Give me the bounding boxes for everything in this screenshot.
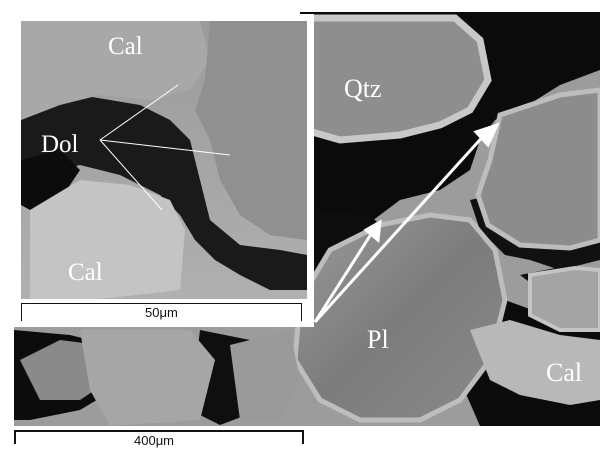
inset-scale-label: 50μm — [145, 305, 178, 320]
label-cal-main: Cal — [546, 358, 583, 387]
main-scale-tick-right — [302, 430, 304, 444]
inset-pore-band — [21, 95, 307, 290]
inset-cal-lower — [30, 180, 185, 299]
inset-scale-bar: 50μm — [21, 300, 307, 322]
main-scale-label: 400μm — [134, 433, 175, 448]
calcite-lower-right — [470, 320, 600, 405]
main-scale-tick-left — [14, 430, 16, 444]
inset-scale-tick-right — [301, 303, 302, 321]
main-scale-bar: 400μm — [14, 425, 594, 450]
label-inset-cal-top: Cal — [108, 33, 143, 60]
grain-right-upper — [475, 87, 600, 251]
inset-scale-line — [21, 303, 301, 304]
quartz-grain — [296, 14, 492, 144]
grain-lower-mid2 — [230, 330, 300, 420]
inset-right-region — [195, 21, 307, 240]
grain-right-lower — [528, 265, 600, 332]
inset-scale-tick-left — [21, 303, 22, 321]
grain-lower-mid — [80, 330, 215, 426]
inset-dark-left — [21, 150, 80, 210]
label-inset-cal-bottom: Cal — [68, 259, 103, 286]
label-inset-dol: Dol — [41, 131, 79, 158]
arrow-group — [313, 122, 500, 324]
label-qtz: Qtz — [344, 74, 382, 103]
inset-pointer-lines — [99, 84, 231, 211]
main-scale-line — [14, 430, 304, 432]
label-pl: Pl — [367, 325, 389, 354]
